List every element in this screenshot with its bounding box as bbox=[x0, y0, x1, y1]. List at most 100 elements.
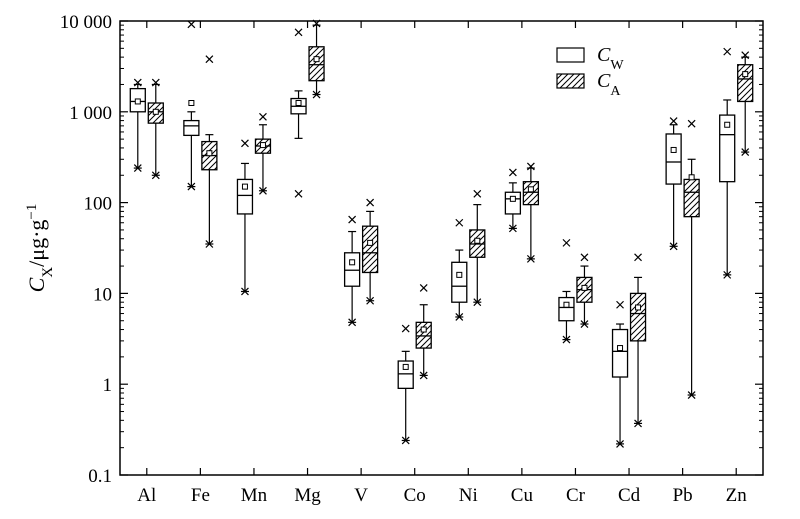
box-CA-Cr bbox=[576, 253, 593, 328]
mean-marker bbox=[259, 142, 266, 149]
outlier-cross-b bbox=[401, 436, 410, 445]
box-CA-Co bbox=[415, 283, 432, 380]
outlier-cross-b bbox=[294, 189, 303, 198]
outlier-cross-b bbox=[241, 287, 249, 296]
mean-marker bbox=[367, 239, 374, 246]
mean-marker bbox=[581, 284, 588, 291]
box-CA-Fe bbox=[201, 55, 218, 248]
outlier-cross-b bbox=[526, 254, 535, 263]
outlier-cross-b bbox=[580, 320, 589, 328]
outlier-cross-b bbox=[187, 20, 196, 29]
mean-marker bbox=[241, 183, 248, 190]
outlier-cross-b bbox=[241, 139, 249, 148]
mean-marker bbox=[420, 326, 427, 333]
box-CW-Fe bbox=[183, 20, 200, 191]
mean-marker bbox=[670, 146, 677, 153]
x-tick-label: Co bbox=[404, 485, 426, 506]
outlier-cross-b bbox=[259, 112, 267, 121]
outlier-cross-b bbox=[419, 283, 428, 292]
x-tick-label: Ni bbox=[459, 485, 478, 506]
x-tick-label: Mg bbox=[294, 485, 321, 506]
box-body bbox=[683, 178, 700, 218]
box-body bbox=[665, 133, 682, 185]
legend-label: CA bbox=[597, 70, 621, 99]
box-body bbox=[236, 178, 254, 215]
mean-marker bbox=[688, 174, 695, 181]
box-body bbox=[343, 252, 361, 287]
box-body bbox=[504, 191, 522, 215]
box-CW-Cr bbox=[558, 238, 575, 344]
x-tick-label: Pb bbox=[673, 485, 693, 506]
outlier-cross-b bbox=[634, 253, 642, 262]
outlier-cross-b bbox=[616, 300, 624, 309]
outlier-cross-b bbox=[348, 318, 357, 327]
mean-marker bbox=[509, 195, 516, 202]
outlier-cross-b bbox=[669, 242, 678, 251]
x-tick-label: Al bbox=[137, 485, 156, 506]
outlier-cross-b bbox=[312, 90, 321, 99]
mean-marker bbox=[349, 259, 356, 266]
outlier-cross-b bbox=[508, 168, 517, 177]
outlier-cross-b bbox=[366, 296, 375, 305]
mean-marker bbox=[635, 304, 642, 311]
box-CW-Cu bbox=[504, 168, 522, 233]
mean-marker bbox=[527, 186, 534, 193]
outlier-cross-b bbox=[687, 391, 696, 399]
mean-marker bbox=[724, 121, 731, 128]
outlier-cross-b bbox=[187, 182, 196, 191]
outlier-cross-b bbox=[526, 162, 535, 171]
box-CW-Pb bbox=[665, 117, 682, 251]
box-body bbox=[415, 321, 432, 349]
outlier-cross-b bbox=[205, 55, 214, 64]
box-CA-Ni bbox=[469, 189, 486, 307]
x-tick-label: Mn bbox=[241, 485, 268, 506]
mean-marker bbox=[563, 301, 570, 308]
box-CW-Ni bbox=[451, 218, 468, 321]
box-CW-Al bbox=[129, 78, 146, 173]
y-tick-label: 0.1 bbox=[88, 466, 112, 487]
y-axis-label: CX/μg·g−1 bbox=[24, 204, 56, 293]
y-tick-label: 10 000 bbox=[60, 12, 112, 33]
mean-marker bbox=[188, 100, 195, 107]
box-body bbox=[719, 114, 736, 183]
outlier-cross-b bbox=[741, 51, 750, 60]
outlier-cross-b bbox=[741, 148, 750, 157]
box-body bbox=[308, 46, 325, 82]
outlier-cross-b bbox=[401, 324, 410, 333]
legend-swatch-open bbox=[556, 47, 585, 63]
mean-marker bbox=[402, 363, 409, 370]
mean-marker bbox=[295, 100, 302, 107]
outlier-cross-b bbox=[133, 164, 142, 173]
y-tick-label: 100 bbox=[84, 194, 113, 215]
outlier-cross-b bbox=[151, 171, 160, 180]
box-body bbox=[522, 181, 540, 206]
outlier-cross-b bbox=[723, 270, 732, 279]
box-CW-Zn bbox=[719, 47, 736, 279]
box-layer bbox=[129, 19, 754, 448]
outlier-cross-b bbox=[294, 28, 303, 37]
box-CW-Mg bbox=[290, 28, 307, 198]
outlier-cross-b bbox=[419, 371, 428, 380]
legend-swatch-hatched bbox=[556, 73, 585, 89]
outlier-cross-b bbox=[723, 47, 732, 56]
box-CA-Zn bbox=[737, 51, 754, 157]
box-CW-V bbox=[343, 215, 361, 327]
box-CW-Mn bbox=[236, 139, 254, 296]
box-CA-Mn bbox=[254, 112, 272, 195]
outlier-cross-b bbox=[133, 78, 142, 87]
y-tick-label: 10 bbox=[93, 284, 112, 305]
box-CA-V bbox=[361, 198, 379, 305]
outlier-cross-b bbox=[562, 335, 571, 344]
outlier-cross-b bbox=[616, 439, 624, 448]
box-body bbox=[629, 292, 647, 342]
outlier-cross-b bbox=[151, 78, 160, 87]
outlier-cross-b bbox=[580, 253, 589, 262]
mean-marker bbox=[474, 237, 481, 244]
mean-marker bbox=[456, 271, 463, 278]
x-tick-label: Cu bbox=[511, 485, 534, 506]
box-CA-Cu bbox=[522, 162, 540, 263]
x-tick-label: Fe bbox=[191, 485, 210, 506]
x-tick-label: Cr bbox=[566, 485, 586, 506]
box-CA-Cd bbox=[629, 253, 647, 428]
